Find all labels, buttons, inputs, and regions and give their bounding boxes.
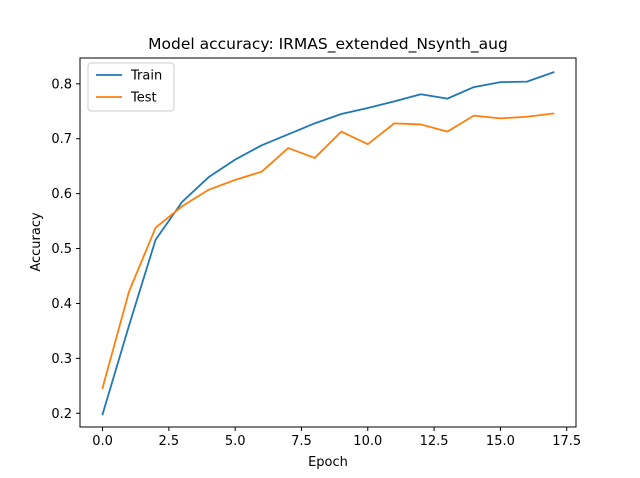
- x-tick-label: 12.5: [420, 434, 449, 449]
- x-axis: 0.0 2.5 5.0 7.5 10.0 12.5 15.0 17.5: [92, 427, 581, 449]
- series-line-train: [101, 71, 555, 416]
- y-tick-label: 0.6: [51, 187, 72, 202]
- chart-title: Model accuracy: IRMAS_extended_Nsynth_au…: [148, 35, 508, 54]
- y-tick-label: 0.3: [51, 352, 72, 367]
- x-tick-label: 0.0: [92, 434, 113, 449]
- y-tick-label: 0.2: [51, 407, 72, 422]
- x-tick-label: 5.0: [225, 434, 246, 449]
- y-tick-label: 0.8: [51, 77, 72, 92]
- x-axis-title: Epoch: [308, 455, 348, 470]
- y-tick-label: 0.5: [51, 242, 72, 257]
- x-tick-label: 10.0: [353, 434, 382, 449]
- axes-frame: [79, 57, 577, 428]
- x-tick-label: 17.5: [552, 434, 581, 449]
- legend-label-train: Train: [130, 69, 162, 84]
- x-tick-label: 7.5: [291, 434, 312, 449]
- legend: Train Test: [87, 62, 175, 112]
- x-tick-label: 2.5: [159, 434, 180, 449]
- legend-label-test: Test: [130, 91, 157, 106]
- y-tick-label: 0.4: [51, 297, 72, 312]
- y-axis-title: Accuracy: [29, 212, 44, 272]
- y-tick-label: 0.7: [51, 132, 72, 147]
- x-tick-label: 15.0: [486, 434, 515, 449]
- y-axis: 0.2 0.3 0.4 0.5 0.6 0.7 0.8: [51, 77, 80, 422]
- plot-area: [101, 71, 555, 416]
- series-line-test: [101, 112, 555, 390]
